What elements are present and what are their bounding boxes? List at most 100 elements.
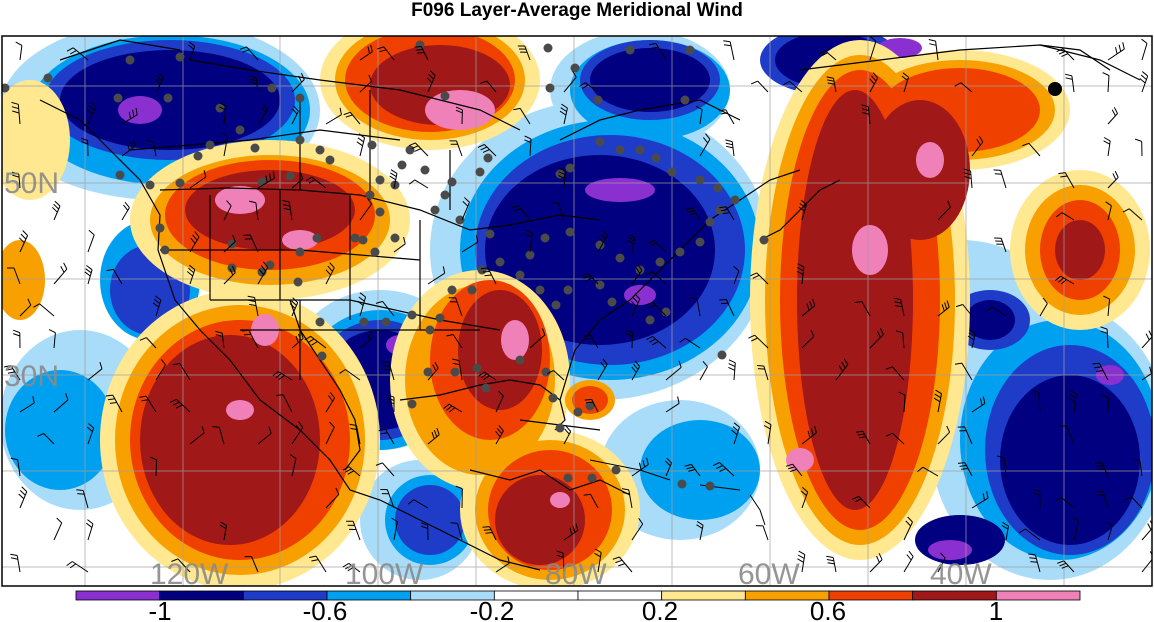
wind-barb [19, 396, 35, 413]
station-dot [175, 52, 185, 62]
wind-barb [1028, 553, 1041, 573]
wind-barb [963, 168, 973, 189]
wind-barb [957, 426, 973, 445]
wind-barb [690, 297, 701, 317]
wind-barb [359, 330, 373, 349]
colorbar-bin [75, 590, 161, 601]
station-dot [450, 367, 460, 377]
lon-label-100w: 100W [345, 558, 424, 591]
station-dot [595, 280, 605, 290]
wind-barb [621, 488, 633, 509]
wind-barb [796, 263, 805, 285]
wind-barb [325, 262, 335, 285]
station-dot [585, 401, 595, 411]
wind-barb [1055, 497, 1075, 509]
station-dot [295, 93, 305, 103]
wind-barb [391, 517, 398, 541]
wind-barb [19, 298, 32, 317]
wind-barb [349, 423, 361, 445]
wind-barb [797, 550, 806, 573]
station-dot [705, 217, 715, 227]
wind-barb [885, 432, 905, 445]
wind-barb [495, 556, 510, 573]
wind-barb [1054, 275, 1075, 285]
wind-barb [87, 101, 97, 125]
wind-barb [480, 267, 497, 285]
wind-barb [309, 555, 327, 573]
wind-barb [733, 265, 740, 285]
wind-barb [1056, 48, 1075, 61]
station-dot [483, 153, 493, 163]
wind-barb [446, 334, 463, 349]
wind-barb [241, 329, 259, 349]
wind-barb [529, 328, 546, 349]
wind-barb [646, 301, 667, 317]
wind-barb [407, 499, 429, 509]
wind-barb [387, 394, 395, 412]
station-dot [397, 160, 407, 170]
wind-barb [106, 268, 123, 285]
wind-barb [448, 297, 463, 317]
station-dot [350, 233, 360, 243]
station-dot [375, 175, 385, 185]
station-dot [359, 317, 369, 327]
wind-barb [121, 107, 138, 125]
wind-barb [478, 371, 497, 381]
wind-barb [869, 36, 877, 61]
station-dot [717, 350, 727, 360]
wind-barb [1106, 521, 1113, 541]
wind-barb [276, 394, 293, 413]
wind-barb [421, 522, 429, 541]
wind-barb [855, 430, 871, 445]
wind-barb [898, 391, 906, 413]
wind-barb [219, 521, 227, 541]
wind-barb [627, 233, 636, 253]
station-dot [540, 233, 550, 243]
wind-barb [375, 462, 395, 477]
station-dot [365, 190, 375, 200]
station-dot [695, 175, 705, 185]
wind-barb [783, 80, 803, 93]
wind-barb [86, 423, 95, 445]
station-dot [563, 285, 573, 295]
wind-barb [461, 197, 470, 221]
station-dot [205, 140, 215, 150]
wind-barb [971, 491, 989, 509]
wind-barb [152, 295, 162, 317]
station-dot [515, 355, 525, 365]
station-dot [293, 277, 303, 287]
wind-barb [305, 176, 327, 189]
wind-barb [76, 489, 89, 509]
wind-barb [801, 298, 816, 317]
wind-barb [37, 433, 55, 445]
station-dot [695, 237, 705, 247]
wind-barb [750, 272, 769, 285]
wind-barb [1141, 327, 1152, 349]
wind-barb [631, 518, 644, 541]
wind-barb [359, 74, 372, 93]
station-dot [573, 407, 583, 417]
station-dot [607, 297, 617, 307]
station-dot [481, 383, 491, 393]
lon-label-40w: 40W [930, 558, 992, 591]
wind-barb [524, 135, 532, 157]
wind-barb [584, 398, 599, 413]
wind-barb [282, 200, 293, 221]
wind-barb [146, 140, 157, 157]
wind-barb [895, 330, 905, 349]
wind-barb [1095, 490, 1109, 509]
station-dot [381, 317, 391, 327]
wind-barb [665, 360, 682, 381]
wind-barb [1139, 71, 1149, 93]
station-dot [615, 253, 625, 263]
station-dot [705, 481, 715, 491]
wind-barb [169, 398, 191, 413]
wind-barb [712, 462, 735, 477]
station-dot [407, 399, 417, 409]
station-dot [685, 45, 695, 55]
colorbar-tick-label: -0.6 [303, 596, 348, 622]
wind-barb [583, 334, 599, 349]
wind-barb [957, 462, 973, 477]
station-dot [370, 247, 380, 257]
